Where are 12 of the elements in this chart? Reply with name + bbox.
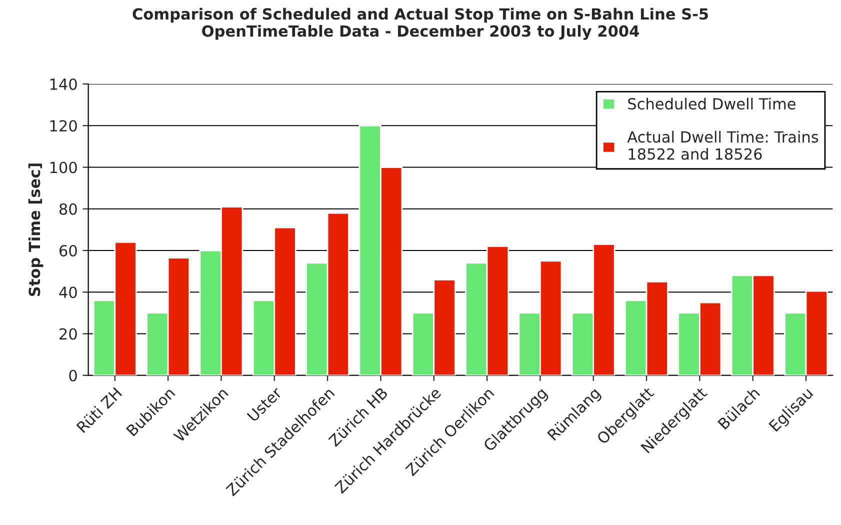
legend-label: Scheduled Dwell Time	[628, 98, 796, 110]
y-tick-label: 120	[50, 120, 77, 132]
y-tick-label: 60	[60, 244, 77, 257]
y-tick-label: 140	[50, 78, 77, 90]
y-axis-title: Stop Time [sec]	[28, 164, 44, 296]
y-tick-label: 20	[60, 328, 77, 340]
legend-label: Actual Dwell Time: Trains 18522 and 18526	[627, 130, 818, 160]
y-tick-label: 100	[50, 162, 77, 174]
y-tick-label: 80	[59, 203, 77, 215]
y-tick-label: 0	[69, 370, 77, 382]
y-tick-label: 40	[59, 286, 77, 298]
chart-title: Comparison of Scheduled and Actual Stop Time on S-Bahn Line S-5 OpenTimeTable Data - December 2003 to July 2004	[132, 8, 708, 40]
